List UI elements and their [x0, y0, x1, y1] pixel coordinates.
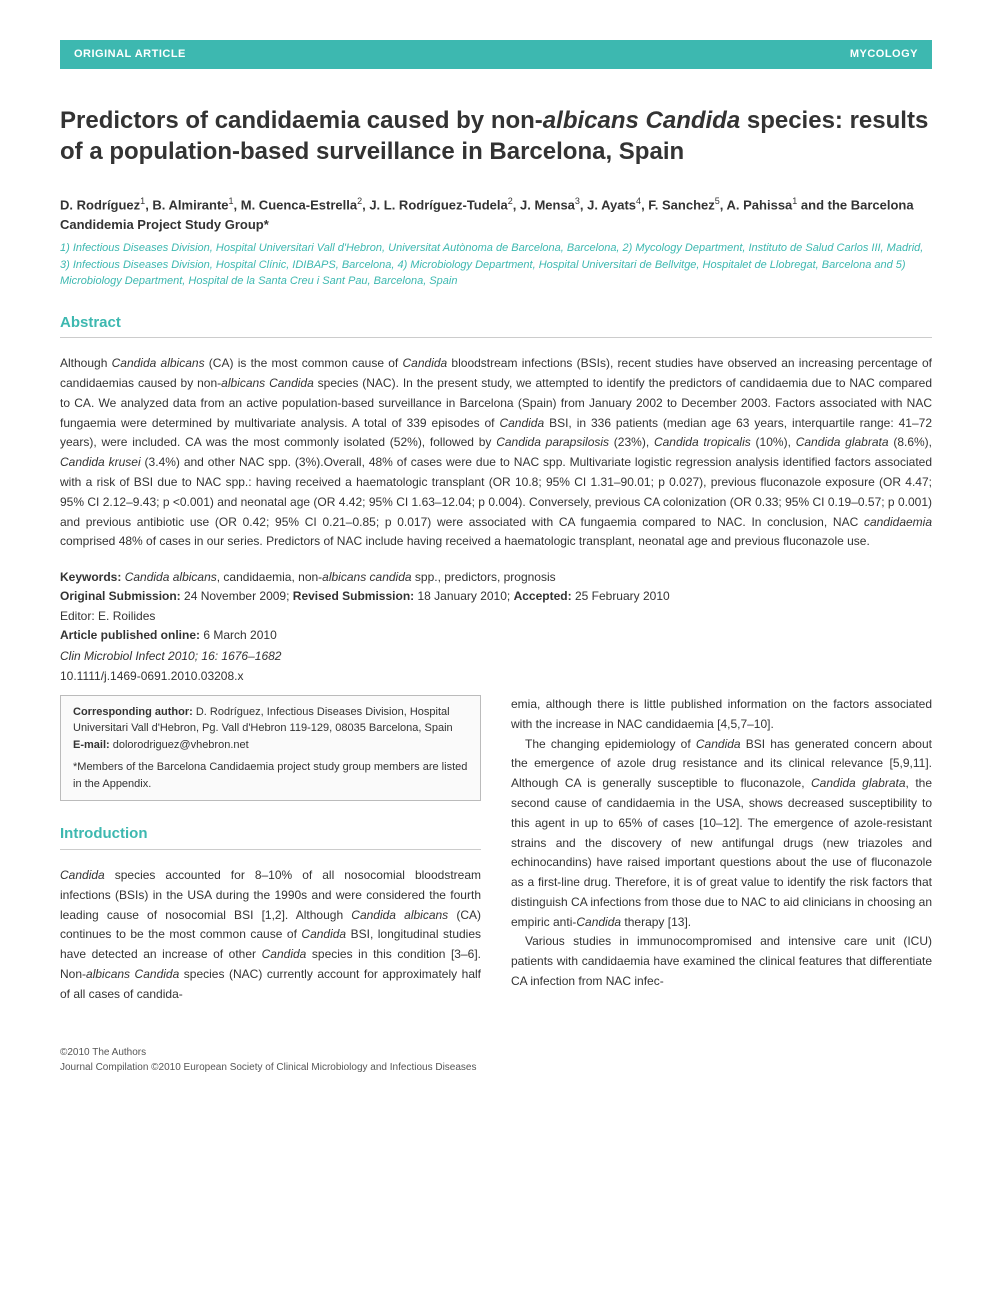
orig-sub-label: Original Submission:	[60, 589, 181, 603]
introduction-heading: Introduction	[60, 823, 481, 850]
footer-line1: ©2010 The Authors	[60, 1045, 932, 1060]
corr-email-line: E-mail: dolorodriguez@vhebron.net	[73, 737, 468, 754]
published-label: Article published online:	[60, 628, 200, 642]
corr-label: Corresponding author:	[73, 706, 193, 718]
intro-right-p3: Various studies in immunocompromised and…	[511, 932, 932, 991]
header-left: ORIGINAL ARTICLE	[74, 46, 186, 63]
header-bar: ORIGINAL ARTICLE MYCOLOGY	[60, 40, 932, 69]
acc-label: Accepted:	[514, 589, 572, 603]
two-column-layout: Corresponding author: D. Rodríguez, Infe…	[60, 695, 932, 1005]
keywords-line: Keywords: Candida albicans, candidaemia,…	[60, 568, 932, 587]
acc-date: 25 February 2010	[575, 589, 670, 603]
abstract-text: Although Candida albicans (CA) is the mo…	[60, 354, 932, 552]
corr-email: dolorodriguez@vhebron.net	[113, 739, 249, 751]
article-title: Predictors of candidaemia caused by non-…	[60, 105, 932, 167]
published-date: 6 March 2010	[203, 628, 276, 642]
footer-line2: Journal Compilation ©2010 European Socie…	[60, 1060, 932, 1075]
keywords-label: Keywords:	[60, 570, 121, 584]
submission-line: Original Submission: 24 November 2009; R…	[60, 587, 932, 606]
corresponding-author-box: Corresponding author: D. Rodríguez, Infe…	[60, 695, 481, 802]
intro-right-p2: The changing epidemiology of Candida BSI…	[511, 735, 932, 933]
editor-line: Editor: E. Roilides	[60, 607, 932, 626]
journal-text: Clin Microbiol Infect 2010; 16: 1676–168…	[60, 649, 281, 663]
keywords-text: Candida albicans, candidaemia, non-albic…	[125, 570, 556, 584]
intro-left-text: Candida species accounted for 8–10% of a…	[60, 866, 481, 1005]
rev-sub-label: Revised Submission:	[293, 589, 414, 603]
intro-right-p1: emia, although there is little published…	[511, 695, 932, 735]
corr-main: Corresponding author: D. Rodríguez, Infe…	[73, 704, 468, 737]
doi: 10.1111/j.1469-0691.2010.03208.x	[60, 667, 932, 685]
authors: D. Rodríguez1, B. Almirante1, M. Cuenca-…	[60, 195, 932, 234]
journal-citation: Clin Microbiol Infect 2010; 16: 1676–168…	[60, 647, 932, 665]
corr-note: *Members of the Barcelona Candidaemia pr…	[73, 759, 468, 792]
abstract-heading: Abstract	[60, 312, 932, 339]
corr-email-label: E-mail:	[73, 739, 110, 751]
footer: ©2010 The Authors Journal Compilation ©2…	[60, 1045, 932, 1075]
affiliations: 1) Infectious Diseases Division, Hospita…	[60, 240, 932, 290]
right-column: emia, although there is little published…	[511, 695, 932, 1005]
published-line: Article published online: 6 March 2010	[60, 626, 932, 645]
intro-left-p1: Candida species accounted for 8–10% of a…	[60, 866, 481, 1005]
header-right: MYCOLOGY	[850, 46, 918, 63]
left-column: Corresponding author: D. Rodríguez, Infe…	[60, 695, 481, 1005]
rev-sub-date: 18 January 2010;	[418, 589, 511, 603]
orig-sub-date: 24 November 2009;	[184, 589, 289, 603]
